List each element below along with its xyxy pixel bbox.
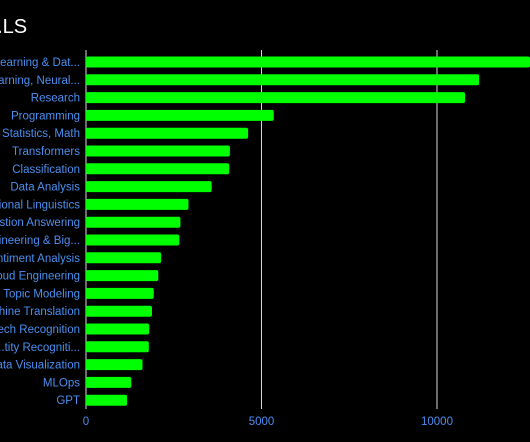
chart-title: ...LS [0, 16, 27, 38]
bar[interactable] [86, 127, 249, 139]
bar[interactable] [86, 74, 480, 86]
x-tick-label: 0 [83, 416, 89, 428]
bar[interactable] [86, 198, 189, 210]
category-label: ...tity Recogniti... [0, 342, 80, 354]
bar[interactable] [86, 216, 181, 228]
bar[interactable] [86, 394, 128, 406]
bar[interactable] [86, 359, 143, 371]
category-label: ...ineering & Big... [0, 235, 80, 247]
category-label: Research [31, 93, 80, 105]
category-label: ...earning & Dat... [0, 57, 80, 69]
bar[interactable] [86, 305, 152, 317]
bar-layer [86, 56, 530, 406]
category-label: ...arning, Neural... [0, 75, 80, 87]
x-axis-ticks: 0 5000 10000 [83, 416, 453, 428]
bar[interactable] [86, 323, 150, 335]
grid-layer [85, 50, 438, 409]
category-label: ...oud Engineering [0, 271, 80, 283]
bar[interactable] [86, 145, 230, 157]
category-label: ...ech Recognition [0, 324, 80, 336]
category-label: MLOps [43, 377, 80, 389]
category-label: ...ata Visualization [0, 360, 80, 372]
category-label: ...stion Answering [0, 217, 80, 229]
bar[interactable] [86, 163, 230, 175]
bar[interactable] [86, 341, 149, 353]
bar[interactable] [86, 376, 132, 388]
bar[interactable] [86, 109, 274, 121]
category-label: GPT [56, 395, 80, 407]
category-label: ...ntiment Analysis [0, 253, 80, 265]
category-label: Data Analysis [10, 182, 80, 194]
x-tick-label: 10000 [421, 416, 453, 428]
bar[interactable] [86, 92, 466, 104]
bar[interactable] [86, 181, 212, 193]
category-label: ...hine Translation [0, 306, 80, 318]
bar[interactable] [86, 252, 162, 264]
category-label: Statistics, Math [2, 128, 80, 140]
category-labels: ...earning & Dat... ...arning, Neural... R… [0, 57, 80, 407]
bar[interactable] [86, 234, 180, 246]
category-label: ...ional Linguistics [0, 199, 80, 211]
x-tick-label: 5000 [249, 416, 275, 428]
bar[interactable] [86, 270, 159, 282]
category-label: Transformers [12, 146, 80, 158]
category-label: Programming [11, 110, 80, 122]
bar[interactable] [86, 287, 154, 299]
category-label: Topic Modeling [3, 288, 80, 300]
bar[interactable] [86, 56, 530, 68]
category-label: Classification [12, 164, 80, 176]
